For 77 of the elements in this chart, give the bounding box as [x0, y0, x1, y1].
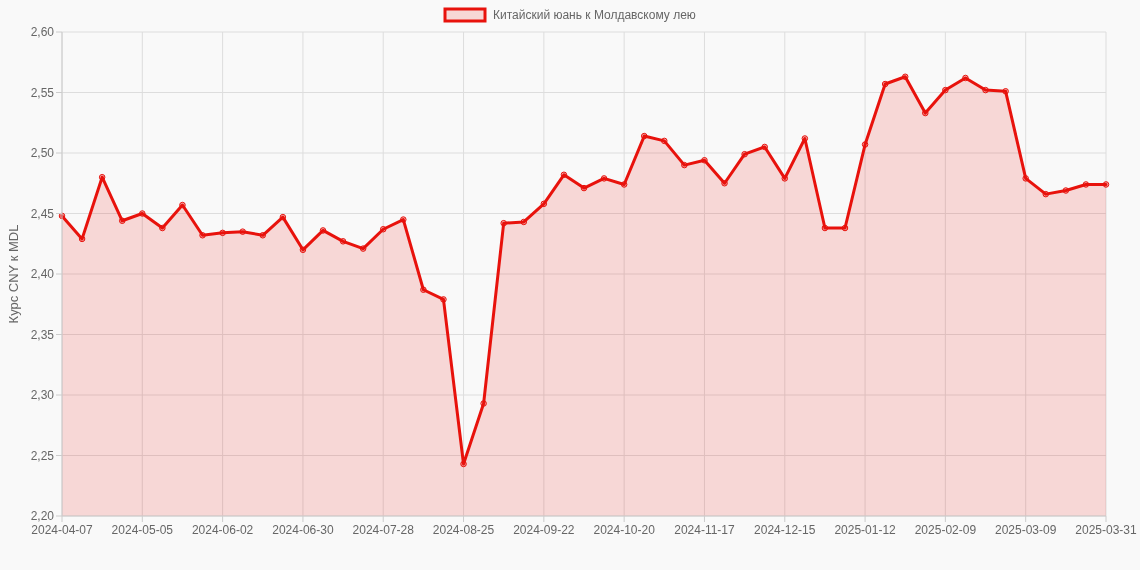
point	[219, 229, 226, 237]
point	[701, 157, 708, 164]
point	[159, 224, 166, 232]
x-tick-label: 2025-03-09	[995, 523, 1057, 537]
point	[279, 213, 287, 221]
point	[98, 173, 106, 181]
point	[379, 225, 387, 233]
x-tick-label: 2024-10-20	[593, 523, 656, 537]
y-tick-label: 2,40	[30, 267, 55, 282]
point	[500, 219, 507, 227]
point	[881, 80, 889, 88]
point	[239, 228, 246, 235]
point	[721, 179, 728, 187]
point	[1042, 190, 1050, 198]
point	[600, 175, 608, 182]
point	[460, 460, 467, 468]
point	[922, 109, 929, 117]
point	[901, 73, 909, 81]
x-tick-label: 2025-01-12	[834, 523, 897, 537]
y-tick-label: 2,25	[30, 448, 55, 463]
point	[942, 86, 949, 94]
x-tick-label: 2024-09-22	[513, 523, 575, 537]
legend-label: Китайский юань к Молдавскому лею	[493, 8, 696, 23]
point	[1062, 187, 1070, 194]
point	[741, 150, 748, 158]
point	[821, 224, 829, 232]
y-tick-label: 2,35	[30, 327, 55, 342]
y-tick-label: 2,45	[30, 206, 55, 221]
point	[1022, 175, 1029, 182]
y-tick-label: 2,55	[30, 85, 55, 100]
point	[299, 246, 307, 254]
point	[861, 141, 869, 148]
point	[761, 143, 768, 151]
y-tick-label: 2,20	[30, 509, 55, 524]
point	[440, 296, 447, 303]
point	[801, 135, 809, 142]
point	[139, 210, 146, 217]
point	[359, 245, 367, 252]
point	[199, 232, 206, 239]
x-tick-label: 2025-03-31	[1075, 523, 1138, 537]
x-tick-label: 2024-11-17	[674, 523, 736, 537]
point	[620, 181, 628, 188]
point	[781, 175, 789, 182]
point	[1002, 88, 1009, 95]
y-tick-label: 2,30	[30, 388, 55, 403]
y-tick-label: 2,60	[30, 25, 55, 40]
x-tick-label: 2024-12-15	[754, 523, 816, 537]
point	[179, 201, 186, 209]
point	[560, 171, 568, 179]
y-tick-label: 2,50	[30, 146, 55, 161]
point	[640, 132, 648, 140]
point	[420, 286, 427, 293]
y-axis-title: Курс CNY к MDL	[6, 224, 21, 324]
x-tick-label: 2024-06-02	[191, 523, 254, 537]
x-tick-label: 2025-02-09	[914, 523, 977, 537]
point	[259, 232, 267, 239]
point	[339, 238, 347, 245]
x-tick-label: 2024-07-28	[352, 523, 415, 537]
point	[681, 161, 688, 169]
point	[520, 218, 528, 226]
point	[480, 400, 487, 407]
point	[841, 224, 849, 232]
x-tick-label: 2024-05-05	[111, 523, 174, 537]
point	[118, 217, 126, 225]
point	[319, 227, 327, 234]
point	[580, 184, 588, 192]
x-tick-label: 2024-04-07	[31, 523, 94, 537]
x-tick-label: 2024-06-30	[272, 523, 334, 537]
x-tick-label: 2024-08-25	[432, 523, 495, 537]
point	[1102, 181, 1110, 188]
point	[540, 200, 548, 208]
point	[962, 74, 969, 82]
point	[78, 235, 86, 243]
point	[1082, 181, 1090, 188]
point	[982, 86, 989, 94]
point	[400, 216, 407, 223]
point	[661, 137, 668, 145]
